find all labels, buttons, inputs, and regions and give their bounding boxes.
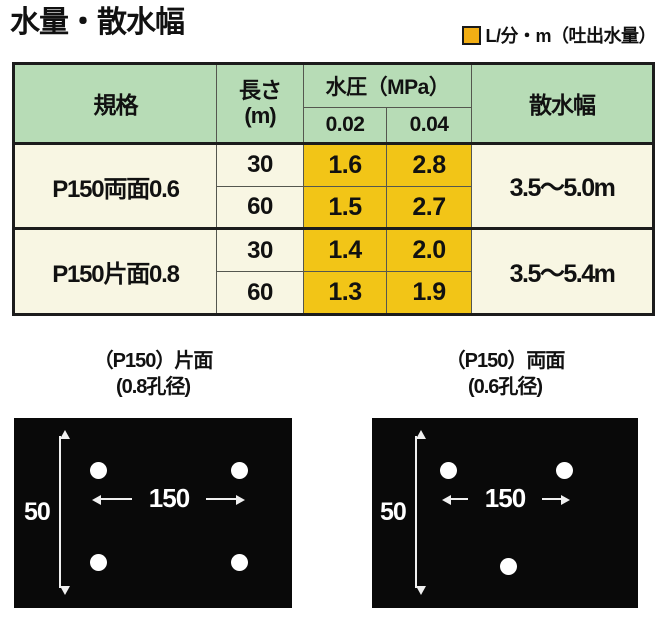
hole-dot	[89, 553, 107, 571]
table-header-row-1: 規格 長さ (m) 水圧（MPa） 散水幅	[13, 62, 654, 144]
table-row: P150片面0.8 30 1.4 2.0 3.5〜5.4m	[13, 227, 654, 315]
hole-dot	[230, 553, 248, 571]
dim-vertical-arrow-up-icon	[60, 430, 70, 439]
cell-flow-002: 1.4	[303, 227, 387, 273]
legend-color-swatch-icon	[462, 25, 482, 45]
column-header-spray-width: 散水幅	[471, 63, 654, 144]
cell-flow-004: 2.8	[386, 141, 472, 187]
dim-vertical-arrow-down-icon	[60, 586, 70, 595]
cell-length: 30	[216, 141, 304, 187]
cell-length: 30	[216, 227, 304, 273]
dim-horizontal-arrow-right-icon	[236, 495, 245, 505]
hole-dot	[499, 557, 517, 575]
cell-flow-004: 2.7	[386, 185, 472, 230]
legend-label: L/分・m（吐出水量）	[485, 26, 656, 46]
dim-horizontal-label: 150	[468, 485, 542, 511]
cell-spec: P150両面0.6	[13, 141, 217, 230]
cell-flow-002: 1.5	[303, 185, 387, 230]
hole-pattern-diagram-katamen: 50 150	[14, 418, 292, 608]
diagram-caption-right: （P150）両面 (0.6孔径)	[372, 348, 638, 400]
column-header-pressure-group: 水圧（MPa）	[303, 62, 472, 109]
dim-horizontal-arrow-left-icon	[92, 495, 101, 505]
legend: L/分・m（吐出水量）	[462, 22, 656, 48]
diagram-caption-left-line2: (0.8孔径)	[115, 376, 191, 398]
cell-flow-002: 1.6	[303, 141, 387, 187]
table-row: P150両面0.6 30 1.6 2.8 3.5〜5.0m	[13, 141, 654, 230]
column-header-length-line1: 長さ	[238, 78, 282, 104]
table-header-row-2: 0.02 0.04	[14, 107, 654, 144]
diagram-caption-right-line2: (0.6孔径)	[467, 376, 543, 398]
water-volume-spray-width-table: 規格 長さ (m) 水圧（MPa） 散水幅 0.02 0.04 P150両面0.…	[12, 62, 655, 316]
cell-flow-002: 1.3	[303, 271, 387, 315]
dim-vertical-label: 50	[24, 498, 51, 526]
column-header-spec: 規格	[13, 63, 217, 144]
dim-horizontal-label: 150	[132, 485, 206, 511]
diagram-caption-right-line1: （P150）両面	[445, 350, 566, 372]
column-header-length: 長さ (m)	[216, 63, 304, 144]
dim-vertical-arrow-up-icon	[416, 430, 426, 439]
cell-length: 60	[216, 185, 304, 230]
diagram-caption-left-line1: （P150）片面	[93, 350, 214, 372]
cell-spray-width: 3.5〜5.4m	[471, 227, 654, 315]
column-header-length-line2: (m)	[244, 103, 276, 129]
cell-flow-004: 1.9	[386, 271, 472, 315]
hole-dot	[89, 461, 107, 479]
dim-horizontal-arrow-right-icon	[561, 495, 570, 505]
dim-vertical-line	[415, 436, 417, 588]
page-title: 水量・散水幅	[10, 6, 185, 39]
hole-dot	[555, 461, 573, 479]
dim-horizontal-arrow-left-icon	[442, 495, 451, 505]
cell-flow-004: 2.0	[386, 227, 472, 273]
hole-dot	[439, 461, 457, 479]
cell-spec: P150片面0.8	[13, 227, 217, 315]
column-header-pressure-002: 0.02	[303, 107, 387, 144]
dim-vertical-line	[59, 436, 61, 588]
hole-pattern-diagram-ryomen: 50 150	[372, 418, 638, 608]
table-row: 60 1.3 1.9	[14, 271, 654, 315]
column-header-pressure-004: 0.04	[386, 107, 472, 144]
dim-vertical-arrow-down-icon	[416, 586, 426, 595]
cell-spray-width: 3.5〜5.0m	[471, 141, 654, 230]
diagram-caption-left: （P150）片面 (0.8孔径)	[14, 348, 292, 400]
hole-dot	[230, 461, 248, 479]
cell-length: 60	[216, 271, 304, 315]
table-row: 60 1.5 2.7	[14, 185, 654, 230]
dim-vertical-label: 50	[380, 498, 407, 526]
